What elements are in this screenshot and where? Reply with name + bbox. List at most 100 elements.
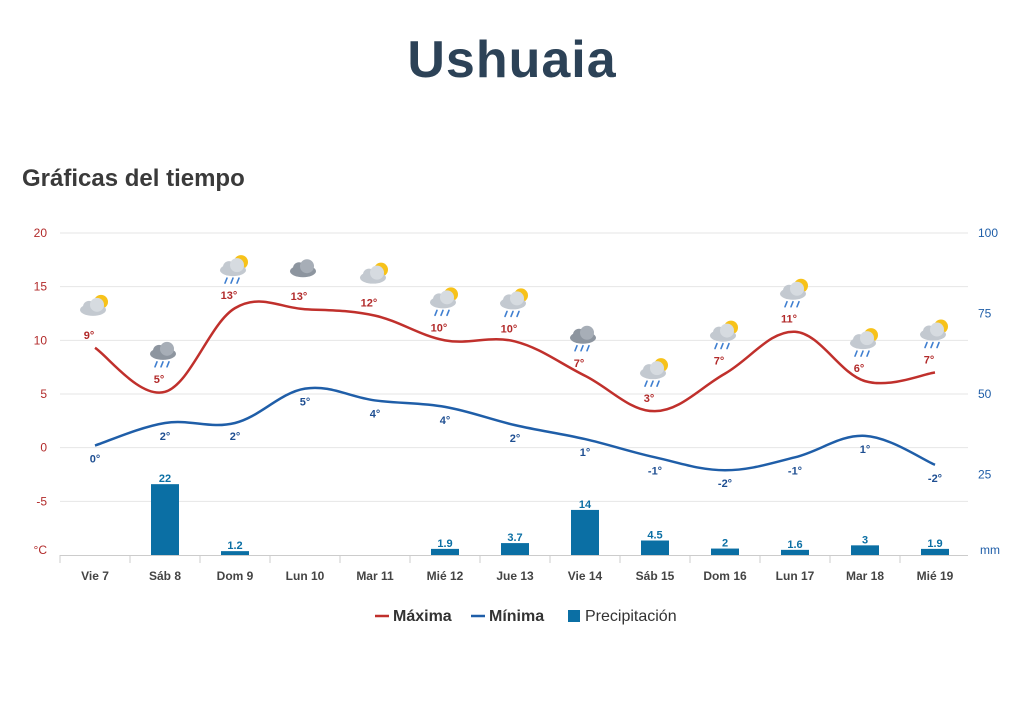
precipitation-bar xyxy=(711,548,739,555)
cloud-rain-icon xyxy=(150,341,176,368)
legend-label: Mínima xyxy=(489,608,544,625)
y-right-tick-label: 50 xyxy=(978,387,992,401)
y-left-tick-label: -5 xyxy=(36,494,47,508)
cloud-shape xyxy=(720,323,734,338)
precipitation-bar xyxy=(571,509,599,555)
rain-drop xyxy=(854,350,858,357)
rain-drop xyxy=(434,309,438,317)
rain-drop xyxy=(166,361,170,368)
cloud-shape xyxy=(370,265,384,280)
rain-drop xyxy=(574,344,578,352)
x-tick-label: Jue 13 xyxy=(496,569,534,583)
x-tick-label: Mar 18 xyxy=(846,569,884,583)
y-right-tick-label: 25 xyxy=(978,468,992,482)
sun-cloud-rain-icon xyxy=(430,287,458,317)
cloud-shape xyxy=(930,322,944,337)
cloud-shape xyxy=(790,281,804,296)
y-left-tick-label: 20 xyxy=(34,226,48,240)
rain-drop xyxy=(510,310,514,318)
x-tick-label: Dom 16 xyxy=(703,569,747,583)
min-temperature-label: 0° xyxy=(90,454,101,466)
rain-drop xyxy=(580,344,584,352)
precipitation-data-label: 3 xyxy=(862,534,868,546)
precipitation-bar xyxy=(151,484,179,555)
precipitation-bar xyxy=(221,551,249,555)
y-axis-right: 100 75 50 25 mm xyxy=(978,226,1000,557)
section-title: Gráficas del tiempo xyxy=(22,165,245,192)
max-temperature-label: 7° xyxy=(714,356,725,368)
max-temperature-label: 13° xyxy=(221,290,238,302)
x-axis: Vie 7 Sáb 8 Dom 9 Lun 10 Mar 11 Mié 12 Jue 13 V… xyxy=(59,555,954,583)
min-temperature-label: 2° xyxy=(510,433,521,445)
precipitation-data-label: 3.7 xyxy=(507,532,522,544)
x-tick-label: Sáb 8 xyxy=(149,569,181,583)
precipitation-bar xyxy=(641,540,669,555)
y-left-tick-label: 5 xyxy=(40,387,47,401)
y-left-tick-label: 10 xyxy=(34,333,48,347)
rain-drop xyxy=(784,300,788,308)
precipitation-bar xyxy=(921,548,949,555)
cloud-shape xyxy=(650,361,664,376)
min-temperature-label: 5° xyxy=(300,397,311,409)
max-temperature-label: 3° xyxy=(644,393,655,405)
min-temperature-label: 4° xyxy=(370,408,381,420)
rain-drop xyxy=(230,277,234,284)
min-temperature-label: 1° xyxy=(580,447,591,459)
cloud-shape xyxy=(230,258,244,273)
cloud-shape xyxy=(90,297,104,312)
y-left-unit-label: °C xyxy=(34,543,48,557)
x-tick-label: Vie 14 xyxy=(568,569,603,583)
max-temperature-label: 7° xyxy=(574,358,585,370)
precipitation-data-label: 22 xyxy=(159,473,171,485)
legend-swatch-bar xyxy=(568,610,580,622)
legend-label: Máxima xyxy=(393,608,452,625)
rain-drop xyxy=(446,309,450,317)
rain-drop xyxy=(720,342,724,350)
sun-cloud-rain-icon xyxy=(850,328,878,357)
rain-drop xyxy=(796,300,800,308)
rain-drop xyxy=(930,341,934,349)
rain-drop xyxy=(224,277,228,284)
x-tick-label: Lun 10 xyxy=(286,569,325,583)
sun-cloud-rain-icon xyxy=(780,278,808,308)
precipitation-data-label: 1.6 xyxy=(787,539,802,551)
legend: Máxima Mínima Precipitación xyxy=(375,608,677,625)
sun-cloud-rain-icon xyxy=(640,358,668,387)
sun-cloud-rain-icon xyxy=(220,255,248,284)
sun-cloud-rain-icon xyxy=(920,319,948,349)
cloud-shape xyxy=(580,325,594,340)
x-tick-label: Sáb 15 xyxy=(636,569,675,583)
rain-drop xyxy=(790,300,794,308)
temperature-lines xyxy=(94,300,936,472)
x-tick-label: Dom 9 xyxy=(217,569,254,583)
x-tick-label: Mar 11 xyxy=(356,569,394,583)
y-right-unit-label: mm xyxy=(980,543,1000,557)
rain-drop xyxy=(936,341,940,349)
min-temperature-label: -1° xyxy=(648,465,662,477)
precipitation-data-label: 14 xyxy=(579,499,592,511)
y-right-tick-label: 75 xyxy=(978,307,992,321)
precipitation-bars xyxy=(151,484,949,555)
rain-drop xyxy=(440,309,444,317)
x-tick-label: Mié 12 xyxy=(427,569,464,583)
y-axis-left: 20 15 10 5 0 -5 °C xyxy=(34,226,48,557)
x-tick-label: Lun 17 xyxy=(776,569,815,583)
max-temperature-line xyxy=(94,300,936,413)
max-temperature-label: 11° xyxy=(781,314,797,326)
page-title: Ushuaia xyxy=(407,31,617,89)
max-temperature-label: 13° xyxy=(291,291,308,303)
rain-drop xyxy=(644,380,648,387)
rain-drop xyxy=(236,277,240,284)
sun-cloud-rain-icon xyxy=(500,288,528,318)
min-temperature-label: 4° xyxy=(440,415,451,427)
min-temperature-label: -2° xyxy=(718,478,732,490)
cloudy-icon xyxy=(290,259,316,278)
rain-drop xyxy=(656,380,660,387)
min-temperature-label: 2° xyxy=(230,431,241,443)
min-temperature-line xyxy=(94,386,936,472)
max-temperature-label: 12° xyxy=(361,298,378,310)
max-temperature-label: 10° xyxy=(431,322,448,334)
precipitation-data-label: 1.2 xyxy=(227,540,242,552)
precipitation-bar xyxy=(431,548,459,555)
weather-icons xyxy=(80,255,948,387)
